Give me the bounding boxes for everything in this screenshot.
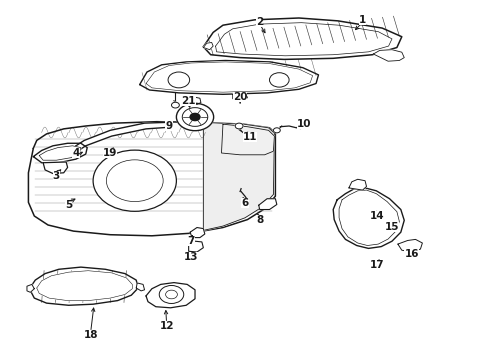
Text: 7: 7 bbox=[187, 236, 195, 246]
Circle shape bbox=[176, 103, 214, 131]
Polygon shape bbox=[43, 162, 68, 174]
Polygon shape bbox=[233, 94, 247, 102]
Text: 14: 14 bbox=[370, 211, 385, 221]
Polygon shape bbox=[398, 239, 422, 252]
Text: 10: 10 bbox=[296, 119, 311, 129]
Polygon shape bbox=[39, 146, 81, 160]
Text: 1: 1 bbox=[359, 15, 366, 25]
Circle shape bbox=[106, 160, 163, 202]
Text: 2: 2 bbox=[256, 17, 263, 27]
Text: 18: 18 bbox=[83, 330, 98, 340]
Text: 8: 8 bbox=[256, 215, 263, 225]
Polygon shape bbox=[339, 190, 399, 246]
Text: 21: 21 bbox=[181, 96, 196, 106]
Polygon shape bbox=[203, 122, 274, 230]
Text: 11: 11 bbox=[243, 132, 257, 142]
Polygon shape bbox=[221, 124, 274, 155]
Polygon shape bbox=[189, 241, 203, 252]
Polygon shape bbox=[29, 267, 138, 305]
Polygon shape bbox=[216, 23, 392, 56]
Text: 6: 6 bbox=[242, 198, 248, 208]
Polygon shape bbox=[27, 284, 34, 292]
Text: 5: 5 bbox=[65, 200, 72, 210]
Text: 17: 17 bbox=[370, 260, 385, 270]
Polygon shape bbox=[76, 122, 167, 151]
Circle shape bbox=[273, 128, 280, 133]
Polygon shape bbox=[146, 62, 313, 92]
Polygon shape bbox=[333, 188, 404, 248]
Polygon shape bbox=[203, 42, 213, 50]
Text: 9: 9 bbox=[166, 121, 172, 131]
Polygon shape bbox=[33, 143, 87, 163]
Circle shape bbox=[235, 123, 243, 129]
Text: 20: 20 bbox=[233, 92, 247, 102]
Polygon shape bbox=[373, 50, 404, 61]
Polygon shape bbox=[28, 122, 275, 236]
Polygon shape bbox=[190, 228, 205, 238]
Circle shape bbox=[166, 290, 177, 299]
Text: 12: 12 bbox=[159, 321, 174, 331]
Polygon shape bbox=[203, 18, 402, 59]
Polygon shape bbox=[349, 179, 367, 190]
Text: 16: 16 bbox=[404, 249, 419, 259]
Circle shape bbox=[172, 102, 179, 108]
Polygon shape bbox=[37, 271, 132, 301]
Circle shape bbox=[182, 108, 208, 126]
Circle shape bbox=[159, 285, 184, 303]
Text: 13: 13 bbox=[184, 252, 198, 262]
Text: 19: 19 bbox=[103, 148, 118, 158]
Circle shape bbox=[93, 150, 176, 211]
Polygon shape bbox=[140, 60, 318, 94]
Circle shape bbox=[270, 73, 289, 87]
Text: 15: 15 bbox=[385, 222, 399, 232]
Circle shape bbox=[168, 72, 190, 88]
Polygon shape bbox=[259, 199, 277, 210]
Polygon shape bbox=[190, 97, 201, 104]
Circle shape bbox=[190, 113, 200, 121]
Polygon shape bbox=[146, 283, 195, 308]
Text: 3: 3 bbox=[53, 171, 60, 181]
Polygon shape bbox=[136, 283, 145, 291]
Text: 4: 4 bbox=[72, 148, 80, 158]
